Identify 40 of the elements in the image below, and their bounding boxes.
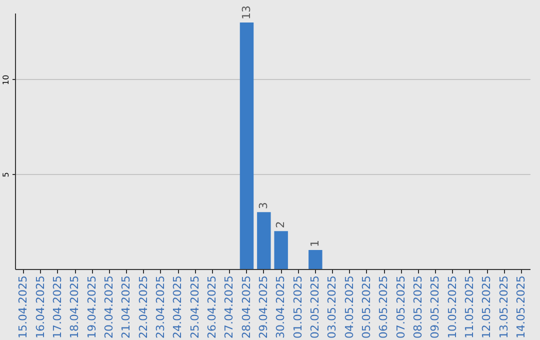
x-tick-label: 14.05.2025: [514, 276, 528, 338]
x-tick-label: 08.05.2025: [411, 276, 424, 338]
x-tick-label: 18.04.2025: [68, 276, 82, 338]
x-tick-label: 05.05.2025: [360, 276, 373, 338]
x-tick-label: 13.05.2025: [497, 276, 510, 338]
x-tick-label: 28.04.2025: [240, 276, 253, 338]
x-tick-label: 21.04.2025: [120, 276, 133, 338]
data-label: 2: [274, 221, 288, 228]
x-tick-label: 11.05.2025: [462, 276, 476, 338]
data-label: 13: [240, 5, 253, 20]
x-tick-label: 19.04.2025: [85, 276, 98, 338]
x-tick-label: 22.04.2025: [136, 276, 150, 338]
x-tick-label: 30.04.2025: [274, 276, 288, 338]
data-label: 1: [308, 240, 322, 248]
x-tick-label: 01.05.2025: [291, 276, 304, 338]
bar: [308, 250, 322, 269]
bar: [274, 231, 288, 269]
x-tick-label: 06.05.2025: [377, 276, 390, 338]
y-tick-label: 10: [2, 74, 10, 85]
x-tick-label: 15.04.2025: [16, 276, 30, 338]
x-tick-label: 25.04.2025: [188, 276, 202, 338]
data-label: 3: [256, 202, 270, 210]
x-tick-label: 27.04.2025: [222, 276, 236, 338]
x-tick-label: 24.04.2025: [171, 276, 184, 338]
x-tick-label: 17.04.2025: [50, 276, 64, 338]
x-tick-label: 12.05.2025: [480, 276, 494, 338]
x-tick-label: 16.04.2025: [34, 276, 47, 338]
x-tick-label: 04.05.2025: [342, 276, 356, 338]
x-tick-label: 20.04.2025: [102, 276, 116, 338]
bar: [240, 22, 254, 269]
x-tick-label: 10.05.2025: [446, 276, 459, 338]
y-tick-label: 5: [2, 172, 10, 178]
x-tick-label: 03.05.2025: [326, 276, 339, 338]
x-tick-label: 29.04.2025: [256, 276, 270, 338]
x-tick-label: 07.05.2025: [394, 276, 408, 338]
bar: [257, 212, 271, 269]
x-tick-label: 02.05.2025: [308, 276, 322, 338]
x-tick-label: 23.04.2025: [154, 276, 167, 338]
x-tick-label: 09.05.2025: [428, 276, 442, 338]
x-tick-label: 26.04.2025: [205, 276, 218, 338]
